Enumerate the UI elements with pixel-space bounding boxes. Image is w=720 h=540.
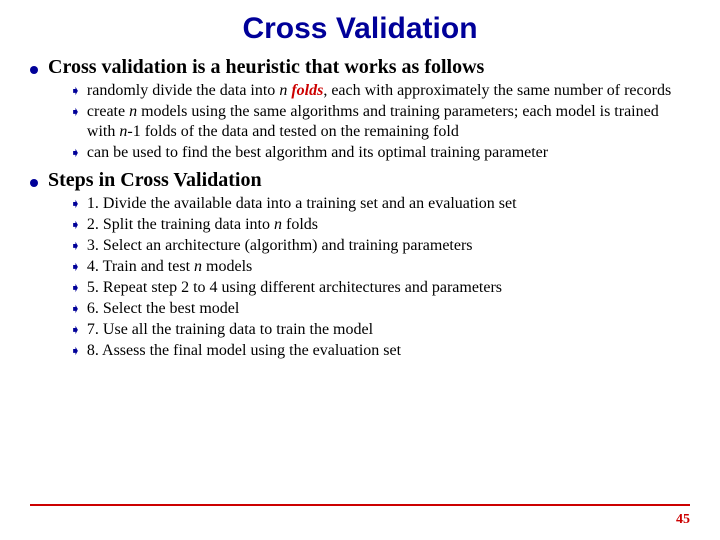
arrow-icon: ➧	[70, 280, 81, 296]
item-text: 5. Repeat step 2 to 4 using different ar…	[87, 278, 502, 298]
item-text: 8. Assess the final model using the eval…	[87, 341, 401, 361]
list-item: ➧ 6. Select the best model	[70, 299, 690, 319]
sub-list: ➧ 1. Divide the available data into a tra…	[70, 194, 690, 361]
item-text: can be used to find the best algorithm a…	[87, 143, 548, 163]
item-text: 6. Select the best model	[87, 299, 239, 319]
arrow-icon: ➧	[70, 217, 81, 233]
list-item: ➧ 1. Divide the available data into a tra…	[70, 194, 690, 214]
item-text: 7. Use all the training data to train th…	[87, 320, 373, 340]
item-text: 2. Split the training data into n folds	[87, 215, 318, 235]
arrow-icon: ➧	[70, 196, 81, 212]
arrow-icon: ➧	[70, 238, 81, 254]
arrow-icon: ➧	[70, 259, 81, 275]
list-item: ➧ 8. Assess the final model using the eva…	[70, 341, 690, 361]
page-number: 45	[676, 512, 690, 528]
item-text: randomly divide the data into n folds, e…	[87, 81, 671, 101]
divider-line	[30, 504, 690, 506]
list-item: ➧ randomly divide the data into n folds, …	[70, 81, 690, 101]
item-text: create n models using the same algorithm…	[87, 102, 690, 142]
list-item: ➧ create n models using the same algorith…	[70, 102, 690, 142]
list-item: ➧ 7. Use all the training data to train t…	[70, 320, 690, 340]
slide-content: Cross validation is a heuristic that wor…	[30, 56, 690, 361]
item-text: 4. Train and test n models	[87, 257, 252, 277]
arrow-icon: ➧	[70, 301, 81, 317]
bullet-icon	[30, 179, 38, 187]
sub-list: ➧ randomly divide the data into n folds, …	[70, 81, 690, 163]
list-item: ➧ 2. Split the training data into n folds	[70, 215, 690, 235]
slide: Cross Validation Cross validation is a h…	[0, 0, 720, 540]
list-item: ➧ 4. Train and test n models	[70, 257, 690, 277]
arrow-icon: ➧	[70, 83, 81, 99]
item-text: 1. Divide the available data into a trai…	[87, 194, 517, 214]
list-item: ➧ 5. Repeat step 2 to 4 using different a…	[70, 278, 690, 298]
arrow-icon: ➧	[70, 145, 81, 161]
heading-text: Steps in Cross Validation	[48, 169, 262, 192]
item-text: 3. Select an architecture (algorithm) an…	[87, 236, 473, 256]
arrow-icon: ➧	[70, 343, 81, 359]
arrow-icon: ➧	[70, 322, 81, 338]
list-item: ➧ can be used to find the best algorithm …	[70, 143, 690, 163]
bullet-icon	[30, 66, 38, 74]
arrow-icon: ➧	[70, 104, 81, 120]
section-heading: Steps in Cross Validation	[30, 169, 690, 192]
slide-title: Cross Validation	[30, 12, 690, 46]
heading-text: Cross validation is a heuristic that wor…	[48, 56, 484, 79]
section-heading: Cross validation is a heuristic that wor…	[30, 56, 690, 79]
list-item: ➧ 3. Select an architecture (algorithm) a…	[70, 236, 690, 256]
